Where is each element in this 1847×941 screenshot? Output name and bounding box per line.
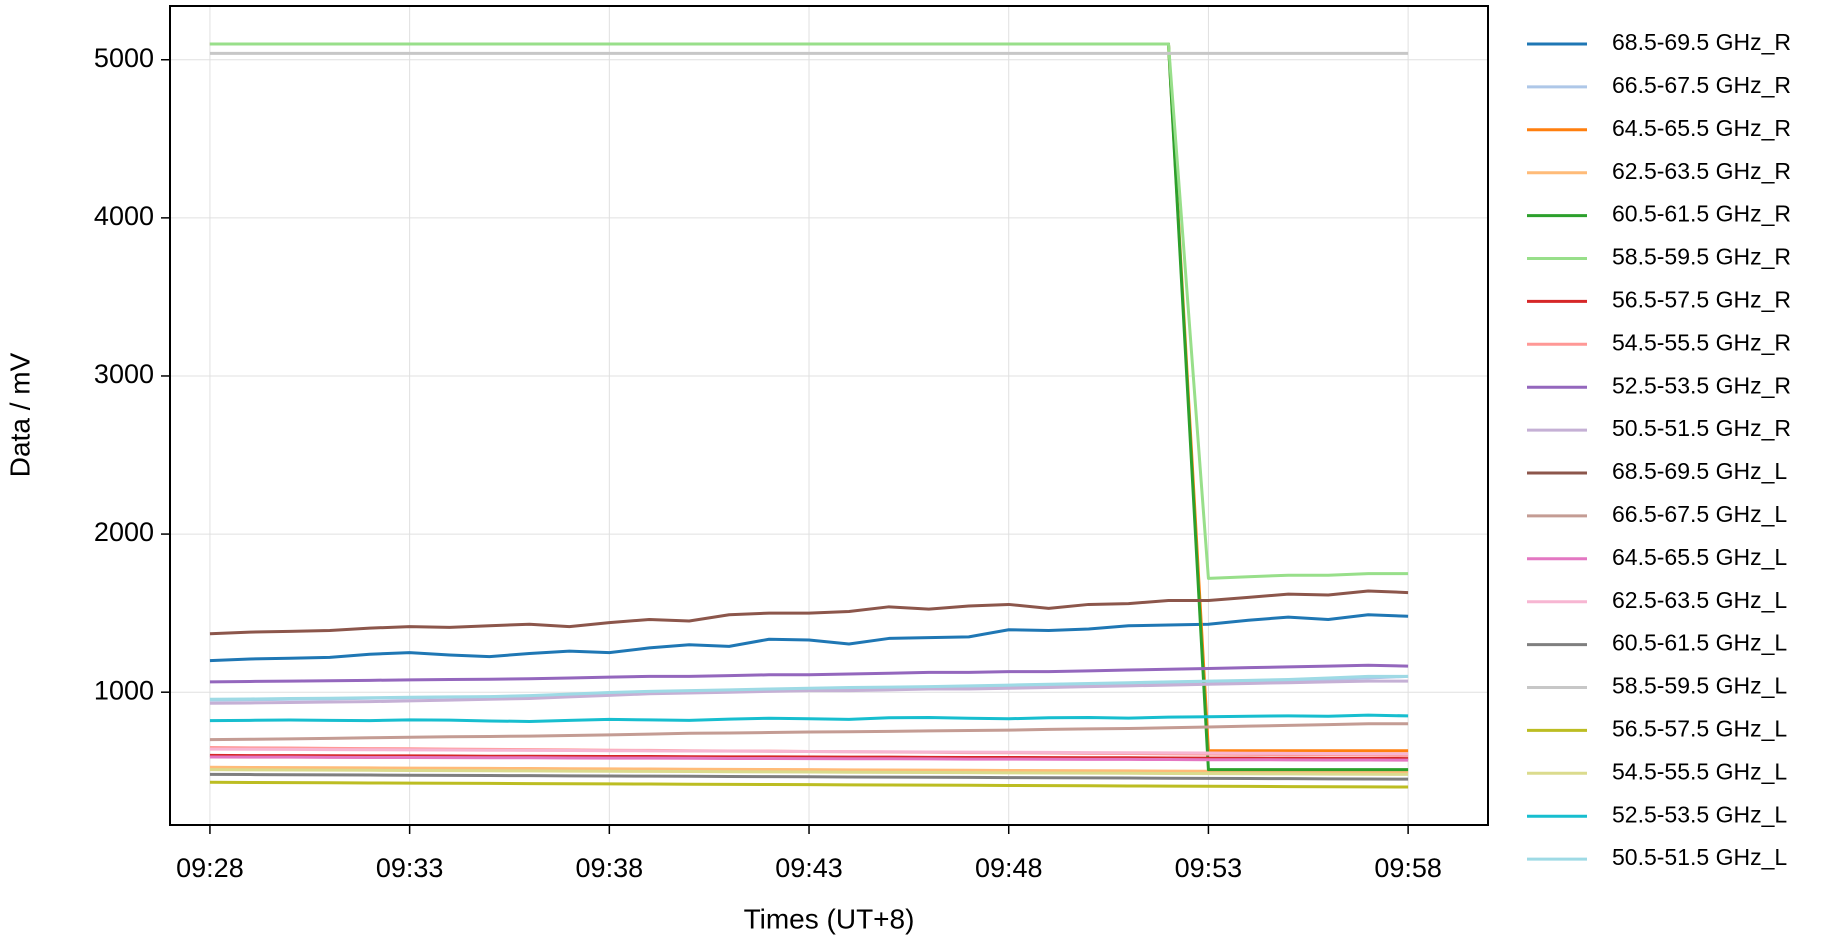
data-line [209, 674, 1409, 701]
legend-label: 50.5-51.5 GHz_L [1612, 844, 1787, 870]
data-line [209, 679, 1409, 705]
x-tick-label: 09:43 [775, 853, 843, 883]
legend-label: 62.5-63.5 GHz_R [1612, 158, 1791, 184]
data-line [209, 753, 1409, 761]
legend-label: 58.5-59.5 GHz_R [1612, 244, 1791, 270]
legend-label: 52.5-53.5 GHz_R [1612, 372, 1791, 398]
data-line [209, 772, 1409, 781]
x-tick-label: 09:53 [1175, 853, 1243, 883]
data-line [209, 613, 1409, 663]
data-line [209, 663, 1409, 684]
legend-label: 64.5-65.5 GHz_L [1612, 544, 1787, 570]
y-tick-label: 4000 [94, 201, 154, 231]
plot-frame [169, 5, 1489, 826]
data-line [209, 765, 1409, 774]
legend-label: 68.5-69.5 GHz_L [1612, 458, 1787, 484]
legend-label: 60.5-61.5 GHz_L [1612, 630, 1787, 656]
legend-label: 56.5-57.5 GHz_R [1612, 286, 1791, 312]
y-tick-label: 3000 [94, 359, 154, 389]
legend-label: 62.5-63.5 GHz_L [1612, 587, 1787, 613]
data-line [209, 42, 1409, 580]
y-axis-label: Data / mV [4, 352, 35, 477]
y-tick-label: 1000 [94, 675, 154, 705]
legend-label: 66.5-67.5 GHz_L [1612, 501, 1787, 527]
legend-label: 68.5-69.5 GHz_R [1612, 29, 1791, 55]
legend-label: 58.5-59.5 GHz_L [1612, 673, 1787, 699]
data-line [209, 755, 1409, 762]
data-line [209, 713, 1409, 723]
legend-label: 60.5-61.5 GHz_R [1612, 201, 1791, 227]
legend-label: 54.5-55.5 GHz_L [1612, 758, 1787, 784]
legend-label: 66.5-67.5 GHz_R [1612, 72, 1791, 98]
legend-label: 54.5-55.5 GHz_R [1612, 329, 1791, 355]
x-axis-label: Times (UT+8) [744, 903, 915, 934]
y-tick-label: 2000 [94, 517, 154, 547]
x-tick-label: 09:48 [975, 853, 1043, 883]
x-tick-label: 09:28 [176, 853, 244, 883]
x-tick-label: 09:58 [1374, 853, 1442, 883]
data-line [209, 722, 1409, 742]
legend-label: 56.5-57.5 GHz_L [1612, 715, 1787, 741]
legend-label: 50.5-51.5 GHz_R [1612, 415, 1791, 441]
x-tick-label: 09:33 [376, 853, 444, 883]
data-line [209, 589, 1409, 636]
legend-label: 64.5-65.5 GHz_R [1612, 115, 1791, 141]
y-tick-label: 5000 [94, 43, 154, 73]
legend-label: 52.5-53.5 GHz_L [1612, 801, 1787, 827]
data-line [209, 747, 1409, 756]
x-tick-label: 09:38 [576, 853, 644, 883]
data-line [209, 768, 1409, 776]
data-line [209, 780, 1409, 789]
